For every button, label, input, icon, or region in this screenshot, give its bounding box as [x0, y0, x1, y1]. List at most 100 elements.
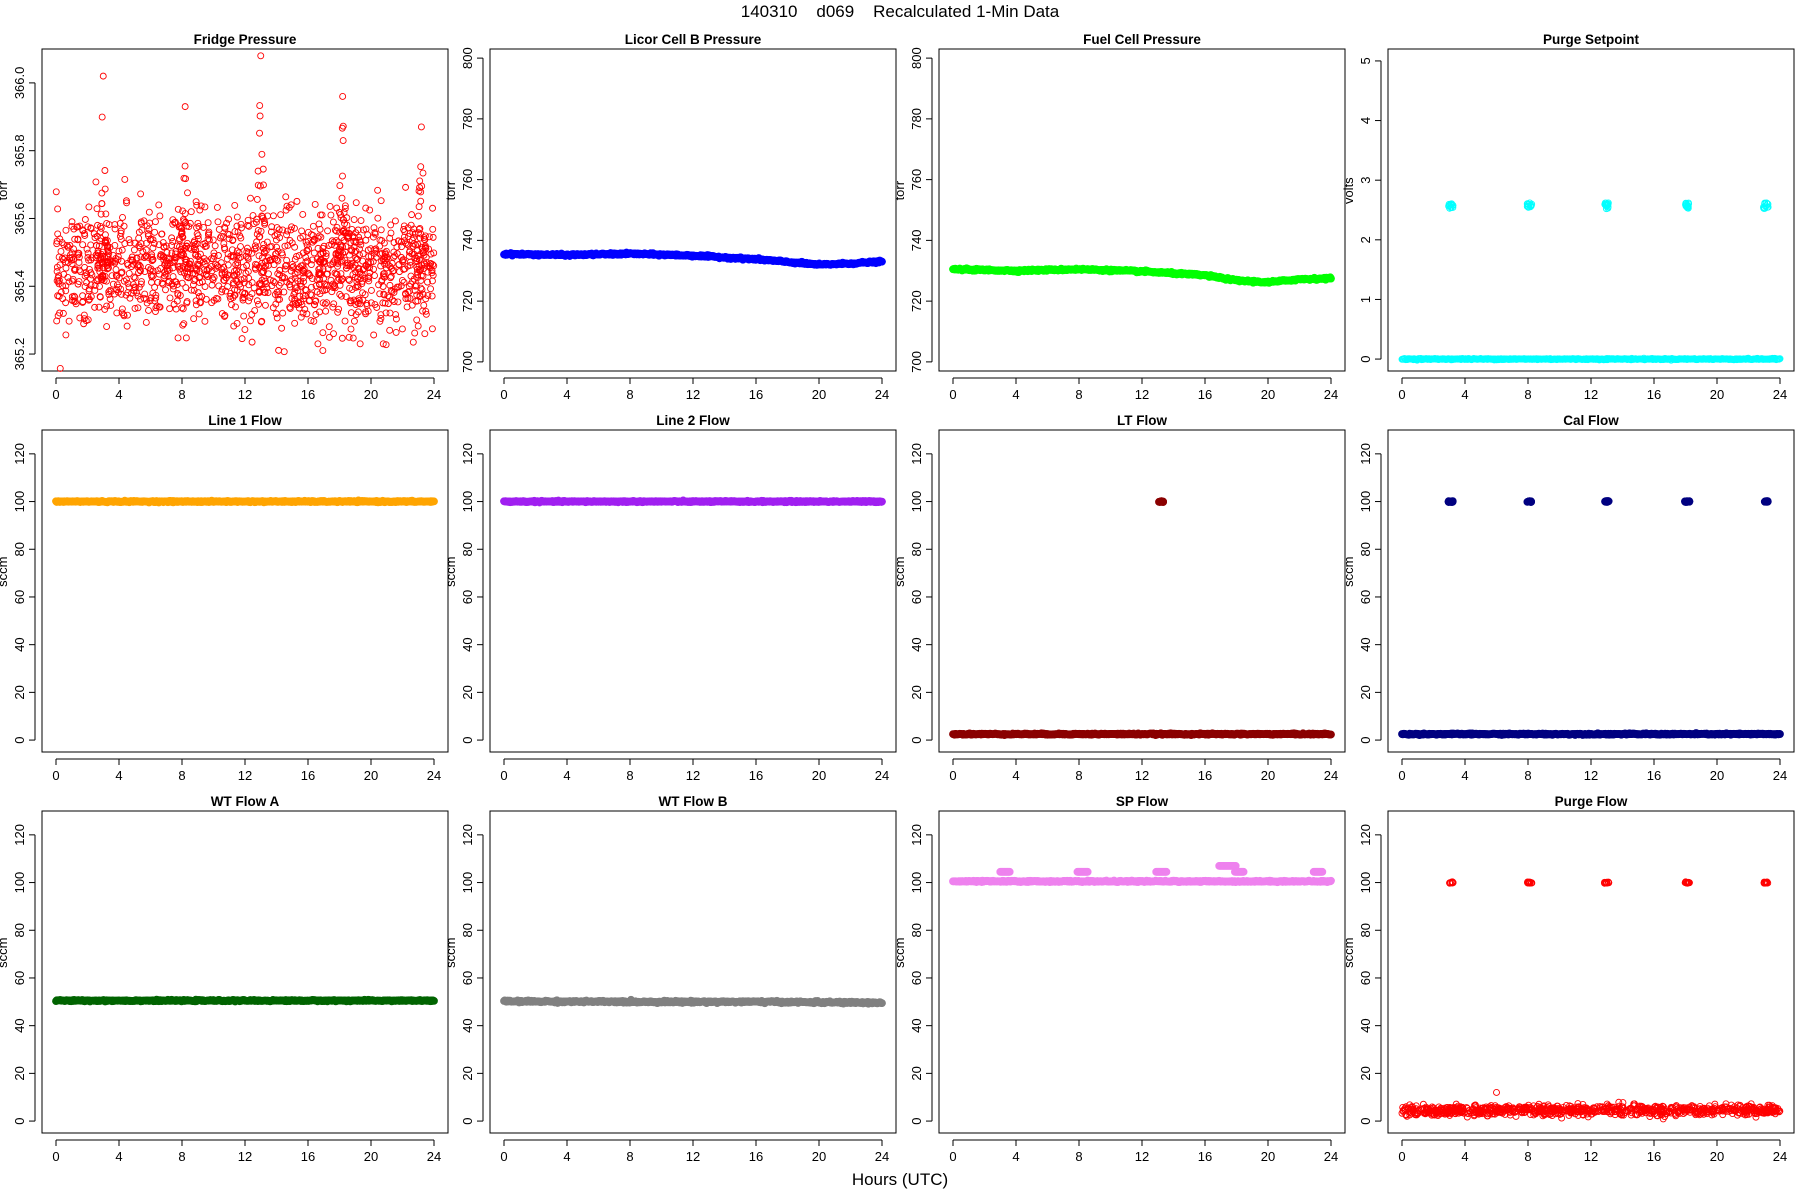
- x-tick-label: 8: [1524, 387, 1531, 402]
- y-tick-label: 20: [909, 685, 924, 699]
- data-point: [201, 283, 209, 290]
- data-point: [320, 242, 328, 250]
- data-point: [121, 175, 129, 183]
- data-point: [370, 265, 378, 273]
- data-points: [1398, 199, 1784, 364]
- data-point: [280, 288, 288, 296]
- data-point: [215, 225, 223, 233]
- data-point: [179, 233, 187, 241]
- x-tick-label: 8: [1524, 768, 1531, 783]
- data-point: [185, 223, 193, 231]
- y-tick-label: 40: [909, 637, 924, 651]
- data-point: [123, 276, 130, 284]
- data-point: [392, 315, 400, 323]
- data-point: [54, 292, 62, 300]
- x-tick-label: 20: [364, 387, 378, 402]
- data-point: [208, 262, 216, 270]
- data-point: [159, 239, 167, 246]
- data-point: [192, 297, 200, 305]
- data-point: [417, 265, 425, 273]
- y-tick-label: 720: [460, 290, 475, 312]
- data-point: [201, 260, 209, 268]
- data-point: [225, 215, 233, 223]
- data-point: [241, 290, 248, 298]
- data-point: [413, 291, 421, 299]
- data-point: [182, 175, 190, 183]
- data-point: [194, 289, 202, 297]
- y-tick-label: 40: [12, 637, 27, 651]
- data-point: [56, 364, 64, 372]
- data-point: [185, 260, 193, 268]
- data-point: [395, 283, 403, 291]
- data-point: [71, 266, 79, 274]
- data-point: [233, 286, 241, 294]
- data-point: [127, 263, 135, 271]
- data-point: [118, 257, 125, 265]
- data-point: [324, 270, 332, 278]
- data-point: [186, 219, 194, 227]
- data-point: [427, 285, 435, 293]
- data-point: [185, 274, 192, 282]
- data-point: [62, 264, 70, 272]
- data-point: [210, 296, 218, 304]
- data-point: [379, 340, 387, 348]
- data-point: [329, 280, 337, 288]
- data-point: [234, 259, 242, 267]
- page-title: 140310 d069 Recalculated 1-Min Data: [740, 2, 1060, 21]
- data-point: [237, 243, 244, 250]
- data-point: [315, 220, 323, 228]
- data-point: [380, 291, 388, 299]
- x-tick-label: 8: [626, 768, 633, 783]
- data-point: [201, 203, 209, 211]
- y-tick-label: 700: [460, 351, 475, 373]
- data-point: [90, 230, 98, 238]
- data-point: [406, 230, 414, 238]
- y-axis-label: sccm: [0, 557, 10, 587]
- x-tick-label: 24: [875, 387, 889, 402]
- data-point: [379, 270, 387, 278]
- data-point: [183, 298, 191, 306]
- data-point: [293, 284, 301, 292]
- y-tick-label: 40: [1358, 637, 1373, 651]
- data-points: [1398, 497, 1784, 740]
- x-tick-label: 0: [52, 387, 59, 402]
- data-point: [194, 232, 202, 240]
- data-point: [196, 298, 204, 306]
- data-point: [261, 301, 269, 309]
- data-point: [342, 229, 350, 237]
- data-point: [144, 230, 152, 238]
- data-point: [318, 287, 326, 295]
- data-point: [248, 290, 256, 298]
- x-tick-label: 4: [1012, 768, 1019, 783]
- data-point: [291, 319, 299, 327]
- data-point: [320, 258, 328, 266]
- data-point: [99, 271, 106, 279]
- data-point: [323, 299, 331, 307]
- x-tick-label: 12: [1584, 387, 1598, 402]
- data-point: [256, 182, 264, 190]
- data-point: [255, 300, 262, 308]
- data-point: [334, 308, 342, 316]
- data-point: [75, 266, 83, 274]
- data-point: [382, 341, 390, 349]
- data-point: [360, 226, 367, 234]
- data-point: [194, 235, 202, 243]
- data-point: [330, 330, 337, 338]
- data-point: [136, 266, 144, 274]
- data-point: [205, 236, 213, 244]
- y-tick-label: 100: [12, 491, 27, 513]
- data-point: [57, 248, 65, 255]
- data-point: [96, 293, 104, 301]
- data-point: [232, 303, 239, 311]
- data-point: [98, 113, 106, 121]
- data-point: [201, 317, 209, 325]
- data-point: [236, 280, 244, 288]
- y-axis-label: sccm: [443, 557, 458, 587]
- data-point: [97, 273, 105, 281]
- data-point: [317, 233, 325, 241]
- data-point: [240, 312, 248, 320]
- data-point: [374, 186, 382, 194]
- data-point: [196, 268, 204, 275]
- data-point: [151, 283, 159, 291]
- data-point: [273, 288, 281, 296]
